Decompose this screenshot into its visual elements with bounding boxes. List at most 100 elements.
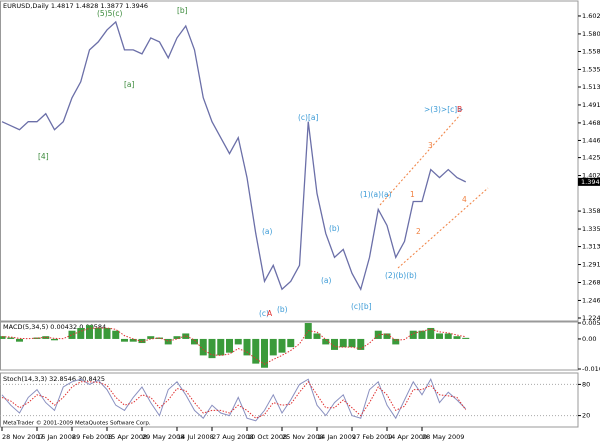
y-tick-label: 1.4910 — [582, 101, 600, 109]
y-tick-label: 1.4685 — [582, 119, 600, 127]
x-tick-label: 27 Aug 2008 — [212, 433, 254, 441]
x-tick-label: 28 May 2009 — [422, 433, 464, 441]
x-tick-label: 29 Feb 2008 — [72, 433, 112, 441]
series-line — [1, 20, 467, 292]
macd-bar — [252, 338, 260, 364]
macd-bar — [182, 333, 190, 339]
macd-bar — [199, 338, 207, 356]
x-tick-label: 10 Oct 2008 — [247, 433, 287, 441]
chart-title: EURUSD,Daily 1.4817 1.4828 1.3877 1.3946 — [3, 2, 148, 10]
wave-label: >(3)>[c]> — [424, 105, 463, 114]
y-tick-label: 0.00 — [582, 335, 596, 343]
wave-label: [4] — [38, 152, 49, 161]
macd-bar — [331, 338, 338, 350]
macd-bar — [129, 338, 137, 342]
wave-label: 2 — [416, 227, 421, 236]
wave-label: B — [457, 105, 462, 114]
y-tick-label: 80 — [582, 380, 590, 388]
macd-bar — [42, 336, 50, 339]
x-tick-label: 25 Nov 2008 — [282, 433, 324, 441]
macd-bar — [339, 338, 347, 348]
panel-frame — [0, 0, 579, 322]
macd-bar — [226, 338, 233, 353]
macd-bar — [392, 338, 400, 345]
brand: MetaTrader — [3, 421, 35, 427]
macd-title: MACD(5,34,5) 0.00432 0.00584 — [3, 323, 106, 331]
x-tick-label: 27 Feb 2009 — [352, 433, 392, 441]
macd-bar — [7, 337, 15, 339]
macd-bar — [0, 336, 6, 339]
copyright: © 2001-2009 MetaQuotes Software Corp. — [36, 420, 151, 427]
wave-label: (c) — [259, 309, 269, 318]
macd-bar — [86, 325, 93, 339]
wave-label: A — [267, 309, 273, 318]
channel-line — [379, 114, 461, 206]
y-tick-label: 1.5800 — [582, 30, 600, 38]
macd-bar — [68, 330, 76, 339]
macd-bar — [112, 330, 120, 339]
macd-bar — [217, 338, 225, 356]
macd-bar — [374, 330, 382, 339]
macd-bar — [147, 336, 155, 339]
panel-frame — [0, 321, 579, 371]
panel-frame — [0, 372, 579, 428]
macd-bar — [418, 330, 426, 339]
macd-bar — [191, 338, 198, 345]
y-tick-label: 1.4465 — [582, 136, 600, 144]
channel-line — [397, 187, 489, 269]
macd-bar — [121, 338, 128, 342]
macd-bar — [164, 338, 172, 345]
macd-bar — [462, 337, 470, 339]
y-tick-label: 1.3355 — [582, 225, 600, 233]
y-tick-label: -0.01096 — [582, 365, 600, 373]
y-tick-label: 1.5355 — [582, 65, 600, 73]
y-tick-label: 20 — [582, 412, 590, 420]
macd-bar — [313, 333, 321, 339]
macd-bar — [357, 338, 365, 350]
macd-bar — [278, 338, 286, 353]
x-tick-label: 14 Apr 2009 — [387, 433, 427, 441]
y-tick-label: 1.2685 — [582, 278, 600, 286]
wave-label: (c)[a] — [298, 113, 318, 122]
wave-label: (5)5(c) — [97, 9, 122, 18]
macd-bar — [234, 338, 242, 345]
wave-label: (1)(a)(a) — [360, 190, 392, 199]
x-tick-label: 15 Apr 2008 — [107, 433, 147, 441]
macd-bar — [77, 327, 85, 339]
wave-label: 3 — [428, 141, 433, 150]
series-line — [1, 380, 467, 419]
macd-bar — [444, 333, 452, 339]
wave-label: (2)(b)(b) — [385, 271, 417, 280]
wave-label: (a) — [321, 276, 332, 285]
current-price-box — [578, 177, 600, 186]
wave-label: [b] — [177, 6, 188, 15]
macd-bar — [427, 327, 435, 339]
macd-bar — [322, 338, 330, 345]
y-tick-label: 1.4250 — [582, 154, 600, 162]
wave-label: 4 — [462, 195, 467, 204]
wave-label: (a) — [262, 227, 273, 236]
x-tick-label: 14 Jan 2009 — [317, 433, 356, 441]
current-price-label: 1.3946 — [581, 178, 600, 186]
y-tick-label: 1.3135 — [582, 243, 600, 251]
macd-bar — [103, 327, 111, 339]
macd-bar — [94, 327, 102, 339]
wave-label: [a] — [124, 80, 135, 89]
x-tick-label: 29 May 2008 — [142, 433, 184, 441]
macd-bar — [287, 338, 295, 348]
wave-label: (b) — [329, 224, 340, 233]
macd-bar — [33, 337, 41, 339]
macd-bar — [269, 338, 277, 356]
stoch-title: Stoch(14,3,3) 32.8546 30.8425 — [3, 375, 105, 383]
series-line — [1, 327, 466, 365]
macd-bar — [436, 333, 443, 339]
wave-label: 1 — [410, 190, 415, 199]
y-tick-label: 1.2460 — [582, 296, 600, 304]
macd-bar — [173, 336, 181, 339]
macd-bar — [261, 338, 268, 368]
macd-bar — [383, 333, 391, 339]
macd-bar — [208, 338, 216, 359]
